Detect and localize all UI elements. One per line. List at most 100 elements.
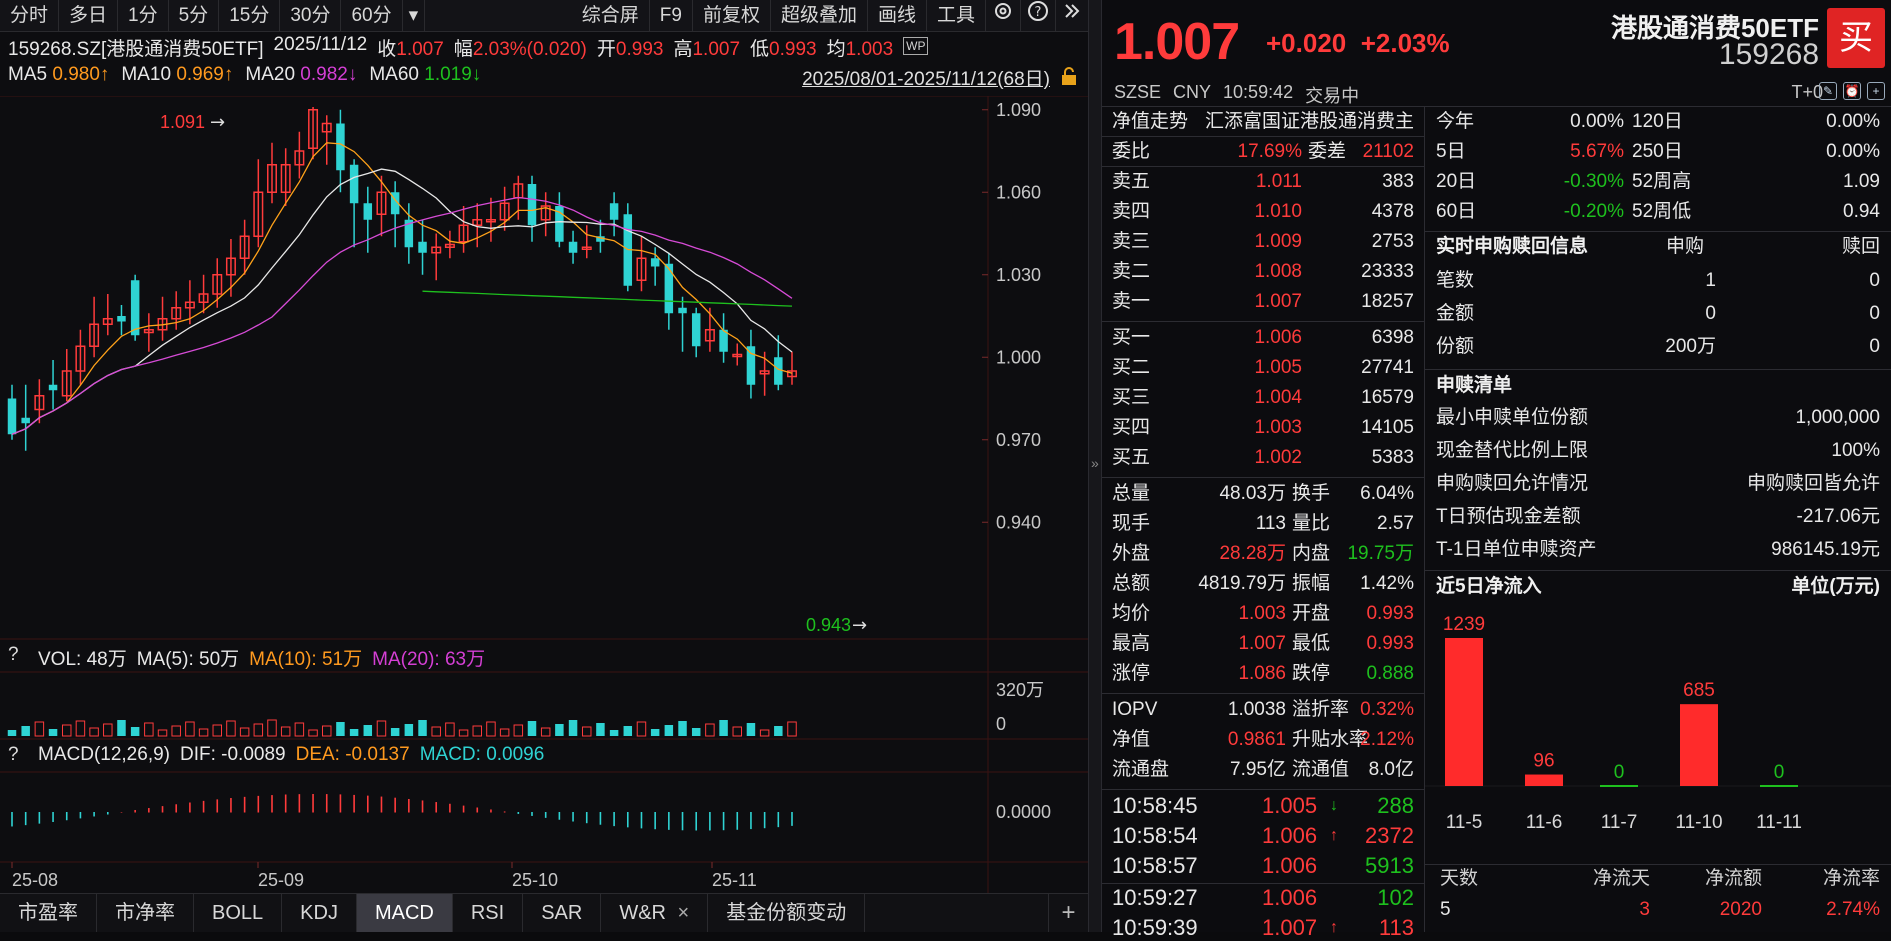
composite-screen-button[interactable]: 综合屏 <box>572 0 650 32</box>
sub-value: 0 <box>1705 303 1716 324</box>
tab-boll[interactable]: BOLL <box>194 894 283 932</box>
tick-volume: 102 <box>1377 885 1414 910</box>
ask-row[interactable]: 卖二 1.008 23333 <box>1112 259 1414 285</box>
collapse-icon[interactable] <box>1056 0 1088 32</box>
iopv-value: 8.0亿 <box>1368 759 1414 780</box>
period-dropdown-icon[interactable]: ▾ <box>403 0 426 32</box>
f9-button[interactable]: F9 <box>650 0 693 32</box>
ask-row[interactable]: 卖四 1.010 4378 <box>1112 199 1414 225</box>
subscribe-col: 申购 <box>1666 236 1705 257</box>
question-icon[interactable]: ? <box>8 644 19 665</box>
super-overlay-button[interactable]: 超级叠加 <box>771 0 868 32</box>
tick-row: 10:58:54 1.006 ↑ 2372 <box>1112 823 1414 849</box>
volume-bar <box>431 726 441 737</box>
stat-label: 最低 <box>1292 633 1331 654</box>
wp-icon[interactable]: WP <box>903 37 929 55</box>
perf-value: 5.67% <box>1570 141 1624 162</box>
volume-bar <box>623 726 633 736</box>
candle-body <box>171 307 182 320</box>
draw-line-button[interactable]: 画线 <box>868 0 927 32</box>
tools-button[interactable]: 工具 <box>927 0 986 32</box>
macd-bar <box>65 812 68 821</box>
add-tab-icon[interactable]: + <box>1048 894 1088 932</box>
volume-bar <box>294 722 305 737</box>
stat-row: 均价 1.003 开盘 0.993 <box>1112 601 1414 627</box>
bid-row[interactable]: 买二 1.005 27741 <box>1112 355 1414 381</box>
low-annotation: 0.943 <box>806 615 851 635</box>
expand-arrow-icon[interactable]: » <box>1091 455 1099 471</box>
close-icon[interactable]: × <box>677 902 690 924</box>
tab-sar[interactable]: SAR <box>523 894 602 932</box>
tab-timeshare[interactable]: 分时 <box>0 0 60 32</box>
tab-fund-share[interactable]: 基金份额变动 <box>708 894 866 932</box>
macd-bar <box>202 800 205 813</box>
netvalue-row[interactable]: 净值走势 汇添富国证港股通消费主 <box>1112 109 1414 135</box>
tab-wr[interactable]: W&R × <box>601 894 709 932</box>
kline-chart[interactable]: 1.090 1.060 1.030 1.000 0.970 0.940 25-08 25-0… <box>0 96 1088 893</box>
netflow-date-label: 11-11 <box>1756 812 1802 833</box>
ask-row[interactable]: 卖三 1.009 2753 <box>1112 229 1414 255</box>
tab-60min[interactable]: 60分 <box>341 0 403 32</box>
iopv-row: IOPV 1.0038 溢折率 0.32% <box>1112 697 1414 723</box>
perf-label: 60日 <box>1436 201 1477 222</box>
date-range-link[interactable]: 2025/08/01-2025/11/12(68日) <box>802 69 1050 90</box>
tab-macd[interactable]: MACD <box>356 894 453 932</box>
bid-row[interactable]: 买三 1.004 16579 <box>1112 385 1414 411</box>
tab-multiday[interactable]: 多日 <box>59 0 119 32</box>
panel-divider[interactable]: » <box>1088 0 1102 932</box>
ask-row[interactable]: 卖一 1.007 18257 <box>1112 289 1414 315</box>
tab-30min[interactable]: 30分 <box>280 0 342 32</box>
tick-price: 1.005 <box>1262 793 1318 818</box>
weibi-value: 17.69% <box>1237 141 1302 162</box>
volume-bar <box>568 720 578 736</box>
perf-value: 0.00% <box>1826 141 1880 162</box>
candle-body <box>34 395 45 411</box>
change-percent: +2.03% <box>1360 28 1450 58</box>
candle-body <box>540 205 551 221</box>
add-icon[interactable]: + <box>1867 82 1885 100</box>
tab-kdj[interactable]: KDJ <box>282 894 357 932</box>
macd-bar <box>777 812 780 828</box>
help-icon[interactable]: ? <box>1021 0 1056 32</box>
forward-adjust-button[interactable]: 前复权 <box>693 0 771 32</box>
volume-bar <box>89 727 99 737</box>
gear-icon[interactable] <box>986 0 1021 32</box>
buy-button[interactable]: 买 <box>1827 8 1885 68</box>
tab-15min[interactable]: 15分 <box>219 0 281 32</box>
iopv-label: 流通盘 <box>1112 759 1170 780</box>
tab-1min[interactable]: 1分 <box>118 0 169 32</box>
performance-row: 5日 5.67% 250日 0.00% <box>1436 139 1880 165</box>
tab-pb[interactable]: 市净率 <box>97 894 194 932</box>
tab-5min[interactable]: 5分 <box>169 0 220 32</box>
redeem-label: 现金替代比例上限 <box>1436 440 1589 461</box>
stat-value: 2.57 <box>1377 513 1414 534</box>
volume-bar <box>404 724 414 736</box>
tab-pe[interactable]: 市盈率 <box>0 894 97 932</box>
last-price: 1.007 <box>1114 13 1240 71</box>
macd-dif: DIF: -0.0089 <box>180 744 286 765</box>
candle-body <box>609 203 619 220</box>
volume-bar <box>212 724 223 737</box>
tick-row: 10:58:45 1.005 ↓ 288 <box>1112 793 1414 819</box>
tab-rsi[interactable]: RSI <box>453 894 524 932</box>
price-change: +0.020 +2.03% <box>1266 28 1450 59</box>
candle-body <box>499 202 510 221</box>
quote-panel: 1.007 +0.020 +2.03% 港股通消费50ETF 159268 买 … <box>1102 0 1891 940</box>
iopv-row: 流通盘 7.95亿 流通值 8.0亿 <box>1112 757 1414 783</box>
question-icon[interactable]: ? <box>8 744 19 765</box>
alarm-icon[interactable]: ⏰ <box>1843 82 1861 100</box>
svg-text:?: ? <box>1035 5 1042 20</box>
lock-icon[interactable] <box>1058 66 1080 86</box>
stat-label: 最高 <box>1112 633 1151 654</box>
macd-bar <box>517 812 520 814</box>
bid-row[interactable]: 买一 1.006 6398 <box>1112 325 1414 351</box>
weicha-label: 委差 <box>1308 141 1347 162</box>
volume-bar <box>267 719 277 737</box>
bid-row[interactable]: 买五 1.002 5383 <box>1112 445 1414 471</box>
candle-body <box>678 307 687 314</box>
candle-body <box>458 224 469 243</box>
macd-bar <box>544 812 547 818</box>
edit-icon[interactable]: ✎ <box>1819 82 1837 100</box>
ask-row[interactable]: 卖五 1.011 383 <box>1112 169 1414 195</box>
bid-row[interactable]: 买四 1.003 14105 <box>1112 415 1414 441</box>
